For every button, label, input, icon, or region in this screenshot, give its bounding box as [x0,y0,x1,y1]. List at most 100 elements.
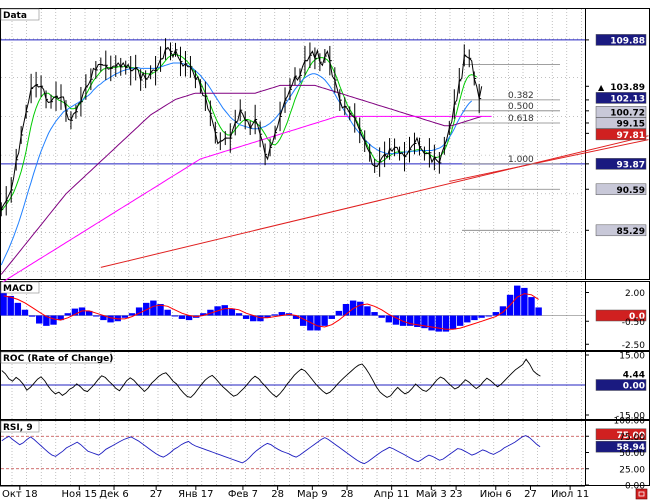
fib-level-label: 0.500 [508,102,534,112]
macd-bar [335,310,343,316]
macd-y-tick-label: -2.50 [622,341,646,351]
x-tick-label: 23 [450,489,463,500]
macd-bar [242,315,250,319]
macd-bar [43,315,50,326]
macd-bar [57,315,64,321]
macd-bar [207,309,214,316]
rsi-value-badge [595,440,647,453]
macd-bar [257,315,264,322]
macd-bar [499,306,507,316]
macd-bar [171,315,178,317]
macd-bar [93,315,100,317]
rsi-y-tick-label: 75.00 [619,433,645,443]
macd-bar [456,315,464,326]
macd-bar [435,315,442,332]
price-value-badge [595,183,647,196]
macd-value-badge [595,309,647,322]
price-value-badge-label: 85.29 [617,227,645,237]
macd-bar [478,315,485,318]
macd-bar [371,312,378,316]
macd-bar [407,315,414,326]
price-value-badge [595,128,647,141]
macd-bar [364,306,371,316]
macd-y-tick-label: 2.00 [625,289,645,299]
x-tick-label: Янв 17 [178,489,213,500]
x-tick-label: Окт 18 [2,489,38,500]
macd-bar [178,315,186,319]
price-value-badge-label: 100.72 [610,108,645,118]
price-value-badge [595,34,647,46]
roc-title: ROC (Rate of Change) [3,354,113,364]
x-tick-label: 27 [150,489,163,500]
rsi-panel-frame [0,420,650,486]
fib-level-label: 1.000 [508,155,534,165]
macd-bar [221,305,228,316]
macd-bar [357,301,364,316]
trendline [100,135,649,268]
price-value-badge-label: 93.87 [617,160,645,170]
macd-bar [107,315,114,323]
close-icon-glyph [638,491,645,497]
price-value-badge-label: 99.15 [617,119,645,129]
macd-bar [85,310,93,316]
rsi-y-tick-label: 25.00 [619,465,645,475]
macd-bar [0,290,7,316]
macd-bar [471,315,478,321]
macd-bar [314,315,321,331]
macd-bar [121,315,129,318]
macd-bar [535,307,542,316]
macd-bar [449,315,457,330]
price-value-badge [595,92,647,104]
macd-bar [28,315,36,317]
roc-value-badge [596,368,646,380]
macd-bar [307,315,314,331]
macd-bar [36,315,43,324]
rsi-title-box [0,420,40,433]
macd-bar [492,312,500,316]
macd-bar [164,309,171,316]
x-tick-label: Мар 9 [297,489,328,500]
macd-bar [135,307,143,316]
x-tick-label: 28 [271,489,284,500]
macd-bar [421,315,428,329]
macd-bar [14,302,22,316]
macd-bar [299,315,307,326]
rsi-title: RSI, 9 [3,423,33,433]
roc-title-box [0,351,112,364]
price-value-badge-label: 90.59 [617,186,645,196]
x-tick-label: Дек 6 [99,489,129,500]
price-value-badge-label: 109.88 [610,36,645,46]
macd-bar [250,315,257,322]
macd-bar [442,315,450,332]
roc-value-badge-label: 4.44 [623,371,645,381]
x-tick-label: Июн 6 [480,489,512,500]
macd-bar [200,313,207,316]
macd-bar [21,309,29,316]
macd-bar [464,315,471,323]
rsi-y-tick-label: 100.00 [614,417,646,427]
macd-value-badge-label: 0.0 [629,312,645,322]
macd-bar [328,315,335,319]
rsi-y-tick-label: 50.00 [619,449,645,459]
roc-value-badge [595,379,647,391]
x-tick-label: 27 [524,489,537,500]
macd-bar [342,304,350,316]
macd-bar [414,315,421,327]
roc-value-badge-label: 0.00 [623,382,645,392]
macd-bar [50,315,57,325]
macd-bar [7,295,14,316]
macd-bar [271,314,278,316]
macd-bar [157,304,164,316]
macd-bar [78,307,86,316]
x-tick-label: Фев 7 [228,489,258,500]
x-tick-label: Июл 11 [551,489,589,500]
price-value-badge [596,80,646,92]
close-icon [635,488,648,500]
macd-bar [514,285,521,316]
macd-bar [228,308,236,316]
rsi-value-badge [595,428,647,440]
macd-bar [71,308,79,316]
rsi-y-tick-label: 0.00 [625,482,645,492]
macd-bar [128,313,136,316]
